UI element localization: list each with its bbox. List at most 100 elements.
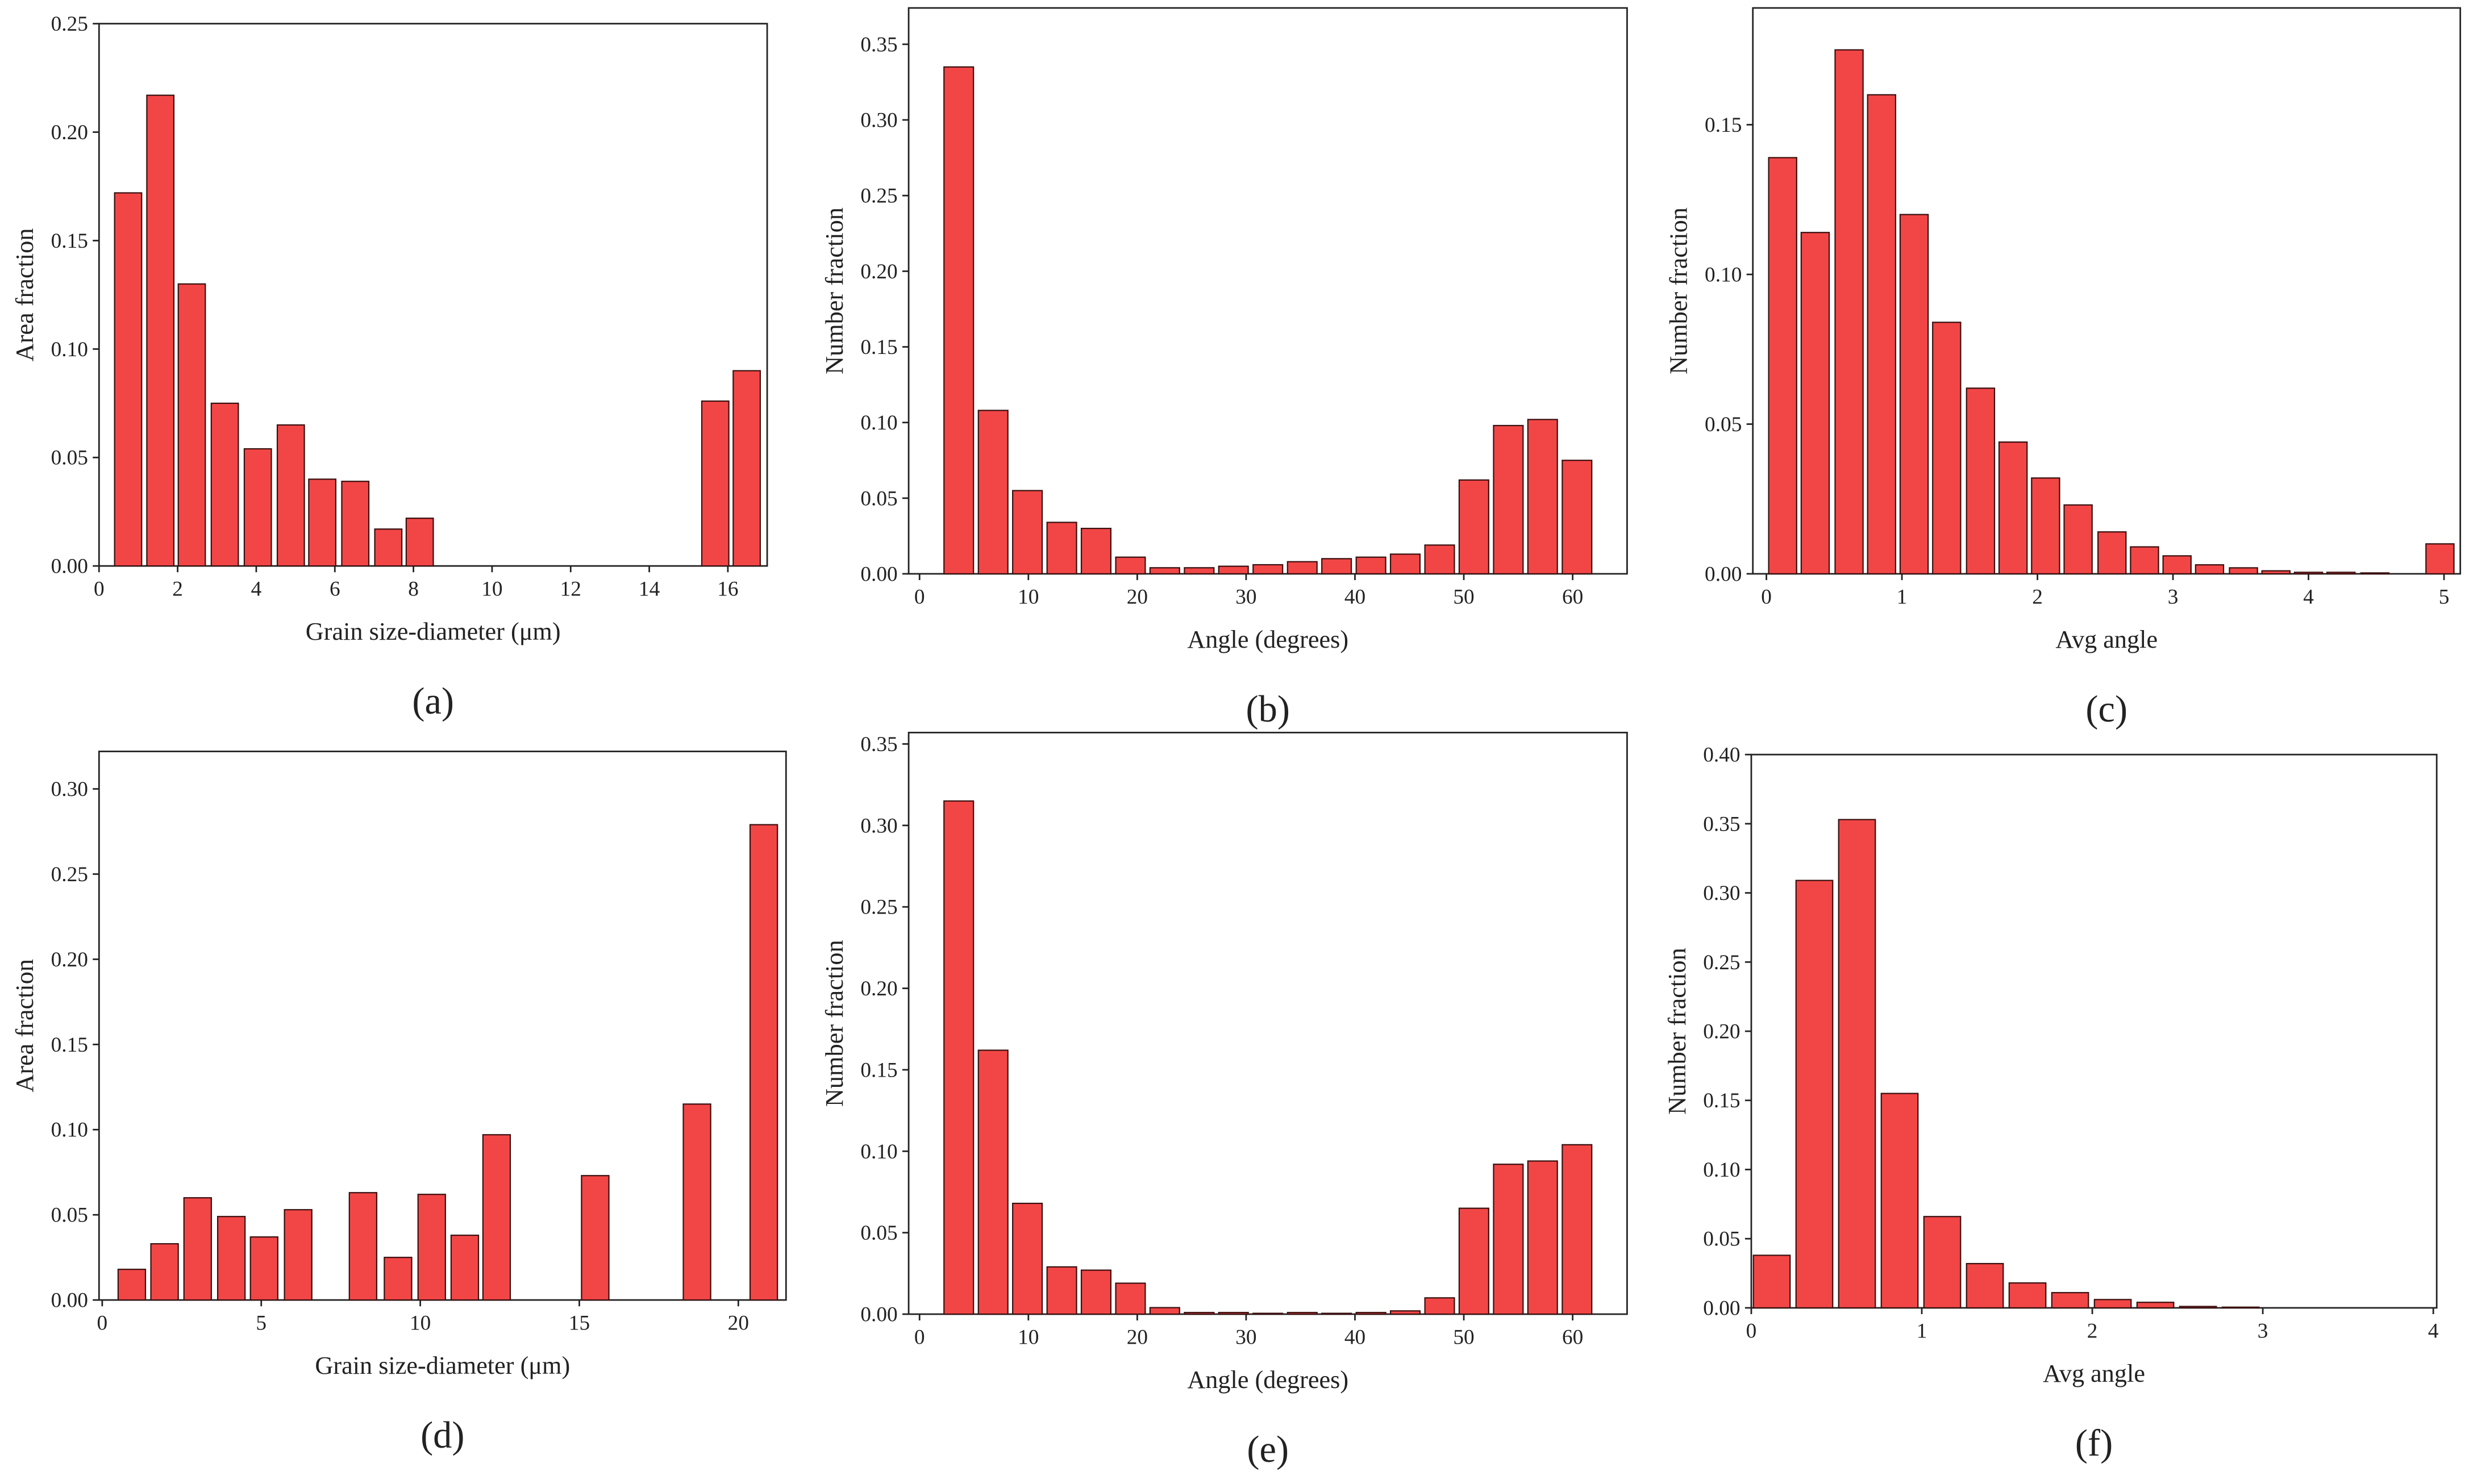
y-tick-label: 0.35	[860, 33, 897, 56]
panel-label: (a)	[412, 681, 454, 722]
x-axis-title: Angle (degrees)	[1187, 1366, 1348, 1394]
bar	[2093, 1299, 2132, 1309]
bar	[405, 518, 434, 567]
bar	[1115, 556, 1146, 575]
bar	[1389, 553, 1421, 575]
bar	[1867, 94, 1897, 575]
y-tick-label: 0.10	[1703, 1158, 1740, 1182]
bar	[1218, 1312, 1249, 1315]
y-tick-label: 0.35	[1703, 812, 1740, 836]
x-tick-label: 0	[97, 1312, 108, 1335]
x-tick-label: 0	[914, 586, 925, 609]
bar	[581, 1175, 610, 1301]
y-tick-label: 0.05	[860, 1222, 897, 1245]
bar	[1527, 419, 1558, 575]
bar	[482, 1134, 511, 1301]
bar	[384, 1257, 413, 1301]
x-tick-label: 10	[410, 1312, 431, 1335]
x-tick-label: 5	[2439, 586, 2450, 609]
bar	[2221, 1306, 2260, 1309]
bar	[2360, 572, 2390, 575]
x-tick-label: 12	[560, 578, 581, 601]
y-axis-title: Area fraction	[11, 228, 39, 362]
bar	[1838, 819, 1876, 1309]
bar	[1458, 479, 1489, 575]
bar	[114, 192, 143, 567]
bar	[1286, 1312, 1318, 1315]
x-tick-label: 30	[1235, 586, 1256, 609]
x-tick-label: 20	[1127, 1326, 1148, 1349]
x-tick-label: 4	[2428, 1320, 2439, 1343]
bar	[701, 400, 730, 567]
y-tick-label: 0.25	[51, 863, 88, 886]
bar	[749, 824, 778, 1301]
y-tick-label: 0.30	[1703, 882, 1740, 905]
bar	[1493, 1164, 1524, 1315]
bar	[2136, 1302, 2175, 1309]
panel-label: (b)	[1246, 689, 1290, 730]
bar	[1184, 1312, 1215, 1315]
bar	[341, 481, 370, 567]
x-tick-label: 3	[2258, 1320, 2268, 1343]
bar	[682, 1103, 711, 1301]
bar	[216, 1216, 246, 1301]
bar	[1795, 879, 1834, 1309]
bar	[1355, 556, 1386, 575]
bar	[1046, 1266, 1077, 1315]
bar	[1115, 1282, 1146, 1315]
bar	[177, 283, 206, 567]
x-tick-label: 2	[2087, 1320, 2098, 1343]
x-axis-title: Grain size-diameter (μm)	[315, 1352, 570, 1379]
bar	[2130, 546, 2159, 575]
y-tick-label: 0.25	[860, 896, 897, 919]
panel-label: (f)	[2075, 1423, 2113, 1464]
bar	[2425, 543, 2455, 575]
y-tick-label: 0.00	[51, 1289, 88, 1312]
bar	[249, 1236, 278, 1301]
bar	[1880, 1093, 1919, 1309]
bar	[2195, 564, 2225, 575]
bar	[1752, 1254, 1791, 1309]
x-tick-label: 50	[1453, 586, 1474, 609]
y-tick-label: 0.30	[860, 814, 897, 837]
y-tick-label: 0.20	[51, 121, 88, 144]
y-tick-label: 0.15	[860, 1058, 897, 1082]
x-axis-title: Angle (degrees)	[1187, 626, 1348, 653]
bar	[2326, 572, 2356, 575]
bar	[2293, 572, 2324, 575]
bar	[1149, 567, 1180, 575]
y-tick-label: 0.05	[1703, 1228, 1740, 1251]
bar	[943, 66, 975, 575]
y-tick-label: 0.05	[51, 1204, 88, 1227]
x-tick-label: 10	[1018, 1326, 1039, 1349]
panel-label: (c)	[2085, 689, 2127, 730]
y-tick-label: 0.15	[51, 230, 88, 253]
bar	[1080, 1269, 1112, 1315]
bar	[417, 1194, 446, 1301]
bar	[2162, 555, 2192, 575]
bar	[308, 478, 337, 567]
bar	[1966, 387, 1996, 575]
y-tick-label: 0.10	[51, 1119, 88, 1142]
y-tick-label: 0.15	[51, 1033, 88, 1057]
bar	[1184, 567, 1215, 575]
bar	[1286, 561, 1318, 575]
bar	[1932, 322, 1962, 575]
x-tick-label: 0	[914, 1326, 925, 1349]
x-tick-label: 14	[639, 578, 660, 601]
y-tick-label: 0.10	[51, 338, 88, 361]
bar	[1046, 522, 1077, 575]
bar	[2229, 567, 2258, 575]
y-tick-label: 0.20	[860, 977, 897, 1001]
y-tick-label: 0.20	[51, 948, 88, 972]
bar	[2051, 1292, 2089, 1309]
bar	[1966, 1262, 2004, 1309]
x-tick-label: 16	[717, 578, 738, 601]
x-tick-label: 10	[1018, 586, 1039, 609]
bar	[1923, 1216, 1962, 1309]
x-tick-label: 40	[1344, 586, 1365, 609]
bar	[2063, 504, 2093, 575]
x-tick-label: 40	[1344, 1326, 1365, 1349]
bar	[1389, 1310, 1421, 1315]
